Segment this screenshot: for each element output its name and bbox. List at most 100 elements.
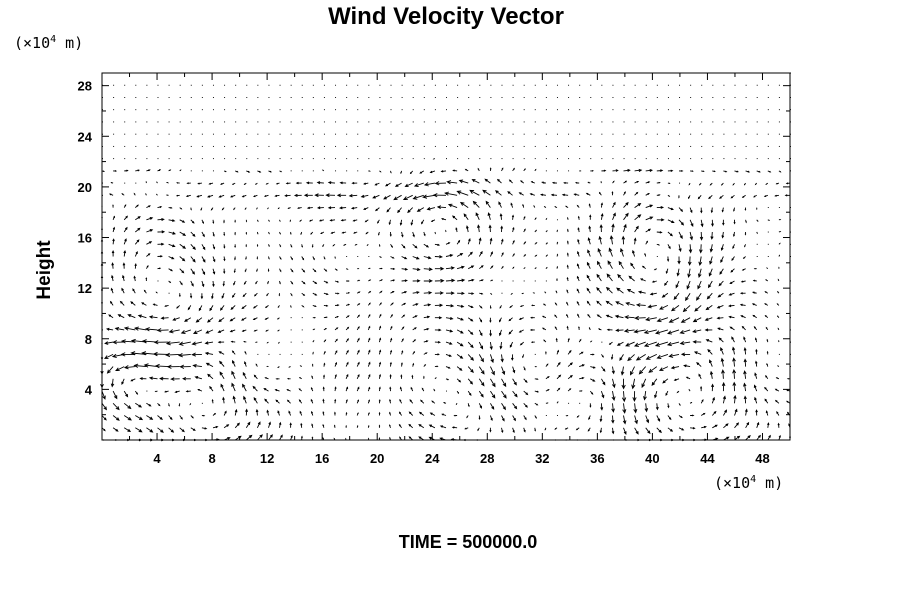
wind-vector: [499, 317, 502, 323]
wind-vector: [279, 244, 282, 248]
time-label: TIME = 500000.0: [399, 532, 538, 552]
wind-vector: [179, 231, 187, 236]
wind-vector: [623, 223, 627, 233]
wind-vector: [372, 194, 380, 199]
wind-vector: [711, 383, 715, 392]
wind-vector: [196, 194, 203, 198]
wind-vector: [667, 182, 671, 185]
wind-vector: [655, 403, 659, 411]
wind-vector: [323, 350, 326, 355]
wind-vector: [385, 182, 391, 187]
wind-vector: [566, 301, 569, 306]
wind-vector: [705, 339, 713, 343]
wind-vector: [666, 341, 680, 347]
wind-vector: [621, 391, 627, 403]
wind-vector: [356, 399, 360, 404]
wind-vector: [256, 219, 259, 223]
wind-vector: [100, 227, 104, 232]
wind-vector: [507, 191, 513, 196]
wind-vector: [135, 204, 139, 208]
wind-vector: [732, 231, 736, 238]
wind-vector: [633, 237, 637, 245]
wind-vector: [692, 317, 702, 323]
wind-vector: [752, 314, 757, 319]
wind-vector: [585, 192, 591, 196]
wind-vector: [157, 402, 161, 407]
wind-vector: [468, 278, 475, 282]
wind-vector: [518, 317, 524, 320]
wind-vector: [112, 427, 119, 432]
wind-vector: [445, 242, 451, 245]
wind-vector: [100, 262, 104, 269]
wind-vector: [597, 260, 602, 269]
wind-vector: [619, 354, 624, 361]
wind-vector: [733, 394, 737, 404]
wind-vector: [522, 203, 525, 208]
x-tick-label: 8: [208, 451, 215, 466]
wind-vector: [177, 353, 191, 358]
wind-vector: [242, 371, 247, 380]
wind-vector: [223, 170, 227, 173]
wind-vector: [217, 329, 225, 333]
wind-vector: [601, 354, 604, 358]
wind-vector: [556, 387, 561, 392]
wind-vector: [412, 291, 420, 294]
wind-vector: [753, 384, 758, 392]
wind-vector: [346, 291, 351, 294]
wind-vector: [498, 201, 502, 208]
wind-vector: [534, 254, 538, 257]
wind-vector: [742, 256, 746, 259]
wind-vector: [221, 293, 225, 299]
wind-vector: [145, 277, 148, 282]
wind-vector: [656, 181, 661, 184]
wind-vector: [631, 378, 636, 390]
wind-vector: [208, 182, 214, 185]
wind-vector: [268, 231, 270, 235]
wind-vector: [266, 292, 269, 297]
wind-vector: [288, 410, 292, 416]
wind-vector: [100, 275, 104, 281]
wind-vector: [673, 292, 680, 300]
wind-vector: [565, 205, 569, 208]
wind-vector: [625, 341, 635, 347]
wind-vector: [410, 219, 414, 226]
wind-vector: [634, 438, 641, 442]
wind-vector: [566, 240, 569, 245]
wind-vector: [656, 415, 661, 422]
wind-vector: [253, 329, 258, 332]
wind-vector: [587, 181, 591, 184]
wind-vector: [500, 225, 504, 233]
wind-vector: [567, 362, 573, 367]
wind-vector: [634, 191, 639, 196]
wind-vector: [397, 207, 402, 214]
wind-vector: [610, 354, 614, 361]
wind-vector: [329, 219, 336, 222]
wind-vector: [710, 231, 714, 240]
wind-vector: [268, 170, 272, 173]
wind-vector: [189, 403, 192, 406]
wind-vector: [356, 349, 360, 355]
wind-vector: [401, 314, 406, 319]
wind-vector: [123, 326, 136, 331]
wind-vector: [323, 316, 328, 319]
wind-vector: [534, 229, 537, 233]
wind-vector: [590, 169, 594, 172]
wind-vector: [374, 182, 380, 186]
wind-vector: [111, 274, 114, 282]
wind-vector: [645, 240, 649, 245]
wind-vector: [634, 315, 646, 321]
wind-vector: [264, 317, 269, 320]
wind-vector: [718, 337, 724, 343]
wind-vector: [256, 268, 258, 273]
wind-vector: [157, 427, 164, 433]
wind-vector: [452, 215, 458, 221]
wind-vector: [420, 399, 425, 404]
wind-vector: [312, 316, 317, 319]
wind-vector: [601, 169, 607, 172]
wind-vector: [765, 374, 769, 380]
wind-vector: [501, 403, 506, 411]
wind-vector: [611, 191, 614, 196]
wind-vector: [233, 280, 236, 286]
wind-vector: [334, 292, 340, 295]
wind-vector: [576, 415, 580, 418]
